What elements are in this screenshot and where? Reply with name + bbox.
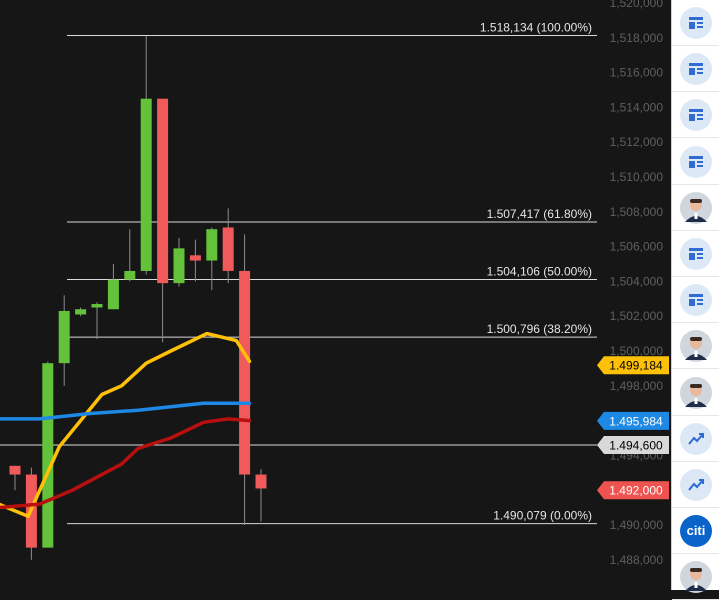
citi-logo-icon[interactable]: citi bbox=[680, 515, 712, 548]
price-tag bbox=[597, 411, 669, 430]
sidebar-separator bbox=[672, 276, 719, 277]
news-article-icon[interactable] bbox=[680, 145, 712, 178]
candle-body[interactable] bbox=[255, 474, 267, 489]
y-tick-label: 1,514,000 bbox=[610, 100, 664, 114]
candle-body[interactable] bbox=[107, 279, 119, 310]
sidebar-separator bbox=[672, 183, 719, 185]
candle-body[interactable] bbox=[206, 229, 218, 261]
price-tag-label: 1.494,600 bbox=[609, 438, 663, 452]
candle-body[interactable] bbox=[75, 309, 87, 315]
candle-body[interactable] bbox=[189, 255, 201, 261]
trend-chart-icon[interactable] bbox=[680, 469, 712, 501]
y-tick-label: 1,512,000 bbox=[610, 135, 664, 149]
y-tick-label: 1,506,000 bbox=[610, 240, 664, 254]
fib-level-label: 1.507,417 (61.80%) bbox=[487, 207, 592, 221]
fib-level-label: 1.490,079 (0.00%) bbox=[493, 509, 592, 523]
sidebar-separator bbox=[672, 414, 719, 416]
sidebar-separator bbox=[672, 460, 719, 462]
y-tick-label: 1,504,000 bbox=[610, 274, 664, 288]
sidebar-separator bbox=[672, 45, 719, 46]
y-tick-label: 1,490,000 bbox=[610, 518, 664, 532]
sidebar-separator bbox=[672, 137, 719, 139]
y-tick-label: 1,502,000 bbox=[610, 309, 664, 323]
news-article-icon[interactable] bbox=[680, 284, 712, 317]
y-tick-label: 1,518,000 bbox=[610, 31, 664, 45]
price-tag-label: 1.495,984 bbox=[609, 414, 663, 428]
news-article-icon[interactable] bbox=[680, 238, 712, 270]
fib-level-label: 1.504,106 (50.00%) bbox=[487, 265, 592, 279]
y-tick-label: 1,498,000 bbox=[610, 379, 664, 393]
candle-body[interactable] bbox=[222, 227, 234, 271]
price-tag bbox=[597, 481, 669, 500]
sidebar-separator bbox=[672, 368, 719, 370]
analyst-avatar-icon[interactable] bbox=[680, 376, 712, 409]
trend-chart-icon[interactable] bbox=[680, 422, 712, 455]
y-tick-label: 1,488,000 bbox=[610, 553, 664, 567]
event-sidebar: citi bbox=[671, 0, 719, 600]
analyst-avatar-icon[interactable] bbox=[680, 330, 712, 363]
analyst-avatar-icon[interactable] bbox=[680, 191, 712, 224]
candle-body[interactable] bbox=[239, 270, 251, 475]
fib-level-label: 1.518,134 (100.00%) bbox=[480, 20, 592, 34]
candle-body[interactable] bbox=[58, 310, 70, 364]
price-tag bbox=[597, 435, 669, 454]
y-tick-label: 1,520,000 bbox=[610, 0, 664, 10]
news-article-icon[interactable] bbox=[680, 99, 712, 132]
sidebar-separator bbox=[672, 229, 719, 231]
moving-average-red bbox=[0, 417, 252, 510]
candle-body[interactable] bbox=[157, 98, 169, 284]
news-article-icon[interactable] bbox=[680, 53, 712, 86]
candle-body[interactable] bbox=[173, 248, 185, 284]
candle-body[interactable] bbox=[124, 270, 136, 280]
moving-average-blue bbox=[0, 401, 252, 421]
sidebar-separator bbox=[672, 553, 719, 555]
news-article-icon[interactable] bbox=[680, 7, 712, 39]
price-chart[interactable]: 1,520,000 1,518,000 1,516,000 1,514,000 1,51… bbox=[0, 0, 671, 590]
y-tick-label: 1,516,000 bbox=[610, 66, 664, 80]
y-tick-label: 1,508,000 bbox=[610, 205, 664, 219]
candle-body[interactable] bbox=[9, 465, 21, 475]
y-tick-label: 1,510,000 bbox=[610, 170, 664, 184]
candle-body[interactable] bbox=[91, 304, 103, 308]
price-tag-label: 1.499,184 bbox=[609, 359, 663, 373]
candle-body[interactable] bbox=[140, 98, 152, 271]
y-tick-label: 1,500,000 bbox=[610, 344, 664, 358]
candle-body[interactable] bbox=[42, 363, 54, 548]
analyst-avatar-icon[interactable] bbox=[680, 561, 712, 594]
sidebar-separator bbox=[672, 91, 719, 93]
sidebar-separator bbox=[672, 507, 719, 508]
price-tag-label: 1.492,000 bbox=[609, 484, 663, 498]
fib-level-label: 1.500,796 (38.20%) bbox=[487, 322, 592, 336]
price-tag bbox=[597, 356, 669, 375]
sidebar-separator bbox=[672, 322, 719, 324]
moving-average-yellow bbox=[0, 331, 252, 519]
